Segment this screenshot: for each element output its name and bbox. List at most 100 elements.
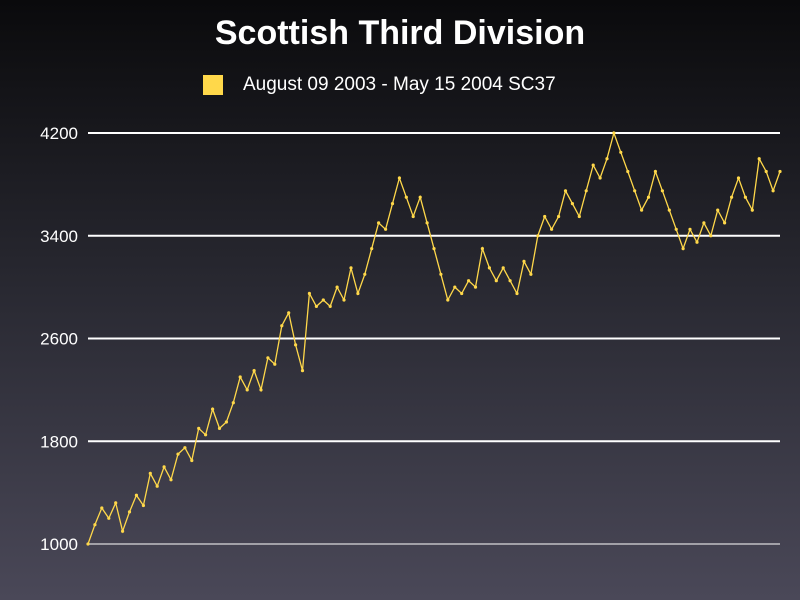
data-point [577,214,581,219]
data-point [300,369,305,373]
data-point [702,221,706,225]
data-point [494,279,498,283]
data-point [134,493,138,497]
data-point [384,227,388,231]
data-point [467,279,471,283]
data-point [543,214,547,219]
data-point [148,471,152,475]
data-point [709,234,713,238]
data-point [716,208,720,212]
data-point [238,375,242,379]
data-point [570,202,575,206]
data-point [487,266,491,270]
data-point [432,247,436,251]
data-point [730,195,734,199]
data-point [162,465,166,469]
y-tick-label: 1800 [40,432,78,451]
data-point [259,388,263,392]
data-point [750,208,754,212]
data-point [280,324,284,328]
data-point [397,176,401,180]
data-point [460,291,464,296]
data-point [591,163,595,167]
data-point [418,195,422,199]
data-point [522,259,526,263]
data-point [771,189,775,193]
data-point [390,202,395,206]
data-point [695,240,699,244]
data-point [536,234,540,238]
data-point [563,189,568,193]
data-point [688,227,692,231]
data-point [266,356,270,360]
data-point [764,169,768,174]
data-point [557,214,561,219]
data-point [100,506,104,510]
data-point [508,279,512,283]
data-point [335,285,339,289]
y-axis-ticks: 4200 3400 2600 1800 1000 [40,124,78,554]
data-point [778,169,782,174]
data-point [667,208,671,212]
data-point [328,304,332,308]
data-point [155,484,159,488]
legend-label: August 09 2003 - May 15 2004 SC37 [243,74,556,95]
data-point [342,298,346,302]
data-point [307,291,311,296]
data-point [204,433,208,437]
data-point [197,426,201,430]
data-point [169,478,173,482]
data-point [757,157,761,161]
data-point [425,221,429,225]
data-point [294,343,298,347]
data-point [127,510,132,514]
data-point [141,503,145,508]
y-tick-label: 3400 [40,227,78,246]
data-point [646,195,651,199]
data-point [605,157,609,161]
data-point [314,304,318,308]
data-point [363,272,367,276]
data-point [653,169,658,174]
data-point [190,458,194,463]
data-point [176,452,180,456]
data-point [93,523,97,527]
data-point [723,221,727,225]
data-point [273,362,277,366]
data-point [480,247,484,251]
data-point [107,516,111,520]
data-point [121,529,125,533]
data-point [529,272,533,276]
data-point [446,298,450,302]
data-point [321,298,325,302]
data-point [612,131,616,135]
data-point [114,501,118,505]
data-point [626,169,630,174]
data-point [550,227,554,231]
data-point [86,542,90,546]
data-point [287,311,291,315]
data-point [473,285,478,289]
y-tick-label: 2600 [40,330,78,349]
data-point [411,214,415,219]
data-point [674,227,678,231]
data-point [633,189,637,193]
legend-swatch [203,75,223,95]
data-point [681,247,685,251]
data-point [183,446,187,450]
data-point [349,266,353,270]
data-point [619,150,623,154]
data-point [660,189,665,193]
data-point [736,176,741,180]
data-point [743,195,748,199]
chart-title: Scottish Third Division [214,14,586,52]
series [86,130,782,546]
data-point [231,401,235,405]
data-point [404,195,408,199]
data-point [224,420,228,424]
data-point [245,388,249,392]
data-point [252,369,256,373]
data-point [370,247,374,251]
data-point [584,189,588,193]
